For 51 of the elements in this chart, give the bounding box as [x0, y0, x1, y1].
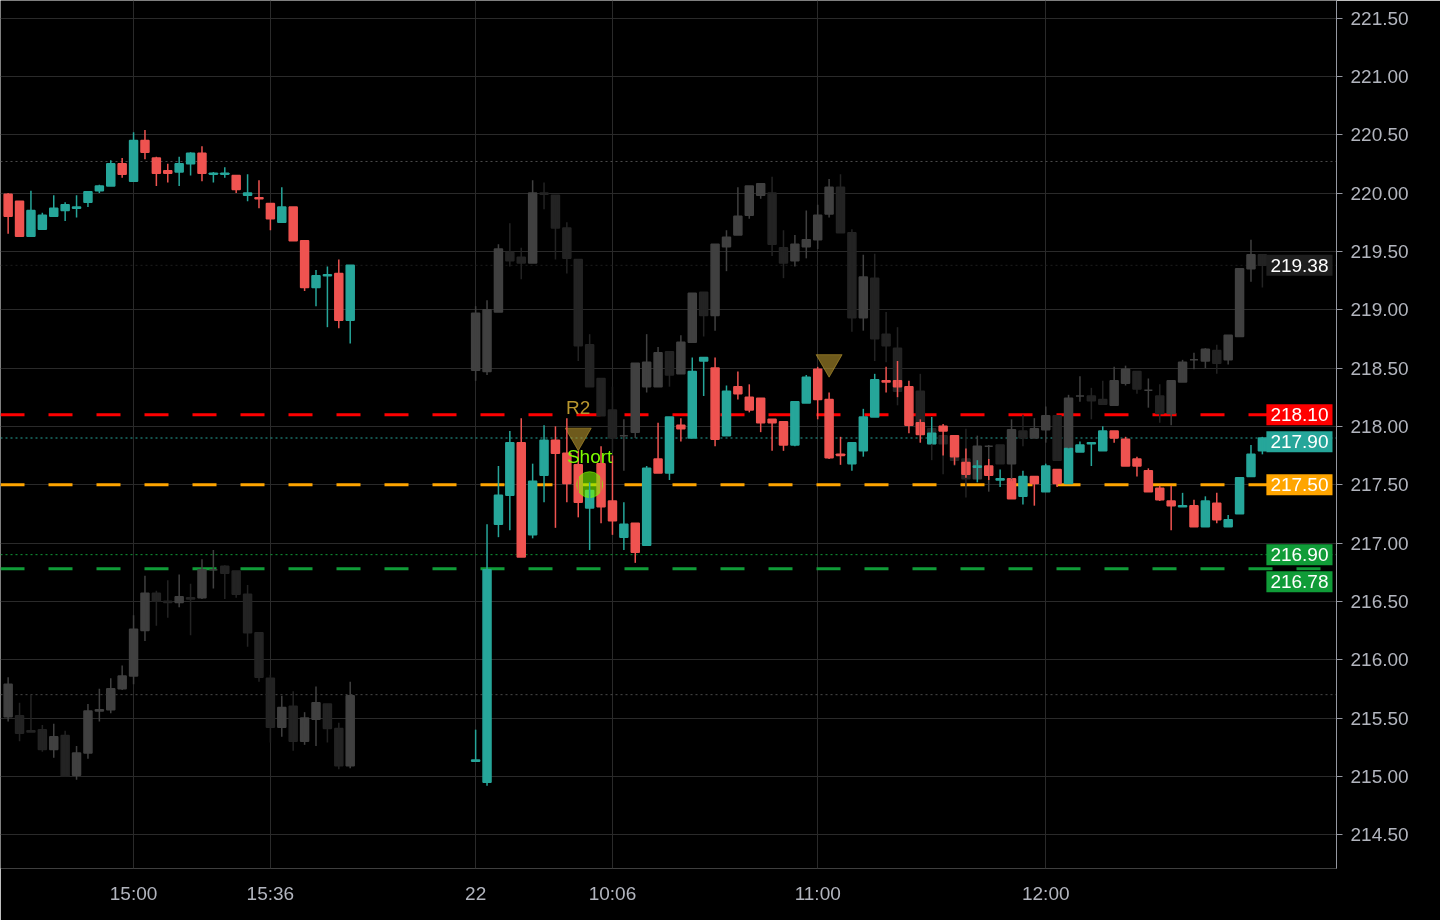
x-tick-label: 11:00 — [794, 882, 841, 904]
candlestick — [26, 693, 36, 733]
y-tick-label: 215.50 — [1350, 707, 1409, 729]
candlestick — [1086, 441, 1097, 467]
ref-line-label: 217.50 — [1270, 474, 1329, 496]
candlestick — [254, 179, 264, 209]
candlestick — [995, 468, 1005, 488]
candlestick — [1052, 415, 1062, 461]
x-tick-label: 22 — [465, 882, 487, 904]
x-tick-label: 10:06 — [588, 882, 637, 904]
series-label: R2 — [566, 396, 591, 418]
candlestick — [1075, 440, 1085, 453]
candlestick — [71, 194, 82, 219]
x-tick-label: 15:36 — [246, 882, 295, 904]
candlestick — [288, 206, 298, 242]
y-tick-label: 218.00 — [1350, 415, 1409, 437]
y-tick-label: 219.50 — [1350, 240, 1409, 262]
y-tick-label: 220.50 — [1350, 124, 1409, 146]
candlestick — [49, 194, 59, 218]
x-tick-label: 15:00 — [109, 882, 158, 904]
candlestick — [687, 292, 698, 344]
candlestick — [242, 173, 253, 202]
y-tick-label: 220.00 — [1350, 182, 1409, 204]
y-tick-label: 217.00 — [1350, 532, 1409, 554]
y-tick-label: 221.50 — [1350, 7, 1409, 29]
y-tick-label: 216.00 — [1350, 649, 1409, 671]
ref-line-label: 217.90 — [1270, 431, 1329, 453]
ref-line-label: 218.10 — [1270, 404, 1329, 426]
candlestick — [1234, 268, 1245, 338]
candlestick — [1109, 430, 1119, 444]
candlestick — [1234, 476, 1245, 515]
candlestick — [881, 366, 891, 394]
candlestick — [995, 444, 1005, 465]
y-tick-label: 216.50 — [1350, 590, 1409, 612]
y-tick-label: 219.00 — [1350, 299, 1409, 321]
candlestick — [698, 356, 709, 397]
candlestick — [470, 728, 481, 762]
y-tick-label: 221.00 — [1350, 65, 1409, 87]
ref-line-label: 216.78 — [1270, 571, 1329, 593]
candlestick — [322, 265, 333, 328]
candlestick — [14, 200, 25, 237]
ref-line-label: 219.38 — [1270, 254, 1329, 276]
y-tick-label: 214.50 — [1350, 824, 1409, 846]
candlestick — [220, 166, 230, 179]
y-tick-label: 217.50 — [1350, 474, 1409, 496]
x-tick-label: 12:00 — [1021, 882, 1070, 904]
ref-line-label: 216.90 — [1270, 544, 1329, 566]
candlestick — [596, 377, 606, 417]
y-tick-label: 218.50 — [1350, 357, 1409, 379]
y-tick-label: 215.00 — [1350, 765, 1409, 787]
candlestick — [185, 583, 196, 636]
